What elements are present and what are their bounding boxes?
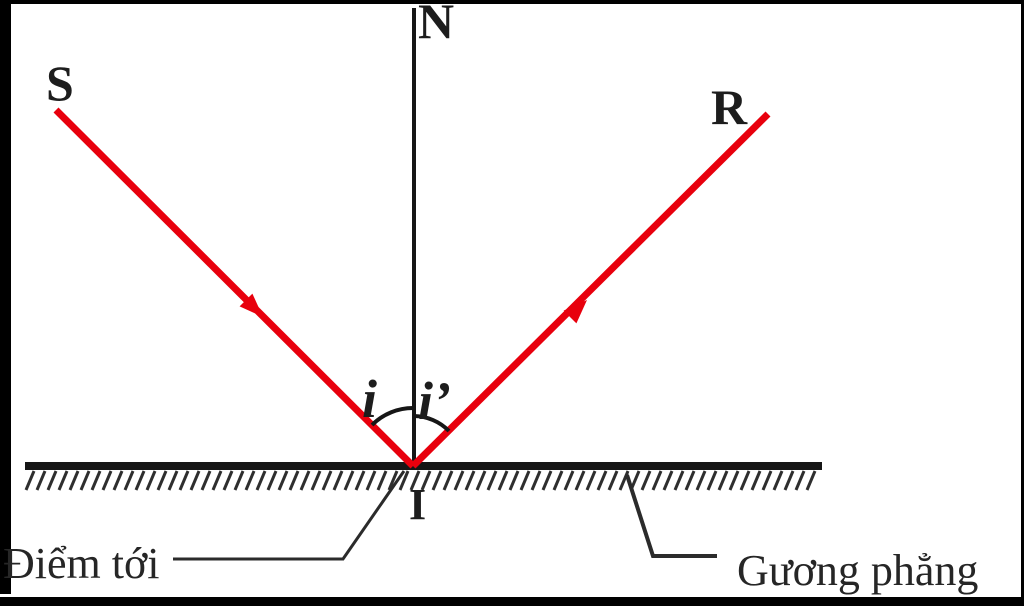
mirror-leader-line	[625, 474, 717, 558]
incidence-angle-label: i	[362, 369, 377, 429]
reflected-ray-arrowhead-icon	[563, 300, 587, 324]
frame-right-border	[1021, 0, 1024, 606]
mirror-hatching	[24, 470, 817, 491]
reflected-ray	[410, 111, 771, 469]
reflected-ray-label: R	[711, 79, 748, 135]
incidence-point-label: I	[409, 480, 426, 529]
frame-left-border	[0, 0, 11, 594]
mirror-caption: Gương phẳng	[737, 546, 978, 595]
reflection-angle-label: i’	[418, 371, 451, 431]
source-label: S	[46, 55, 74, 111]
frame-bottom-border	[0, 597, 1024, 606]
frame-top-border	[0, 0, 1024, 4]
incident-ray	[53, 107, 416, 469]
normal-label: N	[418, 0, 454, 49]
reflection-angle-arc	[413, 414, 451, 433]
incidence-point-caption: Điểm tới	[3, 539, 159, 588]
incident-ray-arrowhead-icon	[239, 293, 263, 317]
incidence-angle-arc	[370, 405, 415, 427]
incidence-point-leader-line	[173, 470, 406, 561]
